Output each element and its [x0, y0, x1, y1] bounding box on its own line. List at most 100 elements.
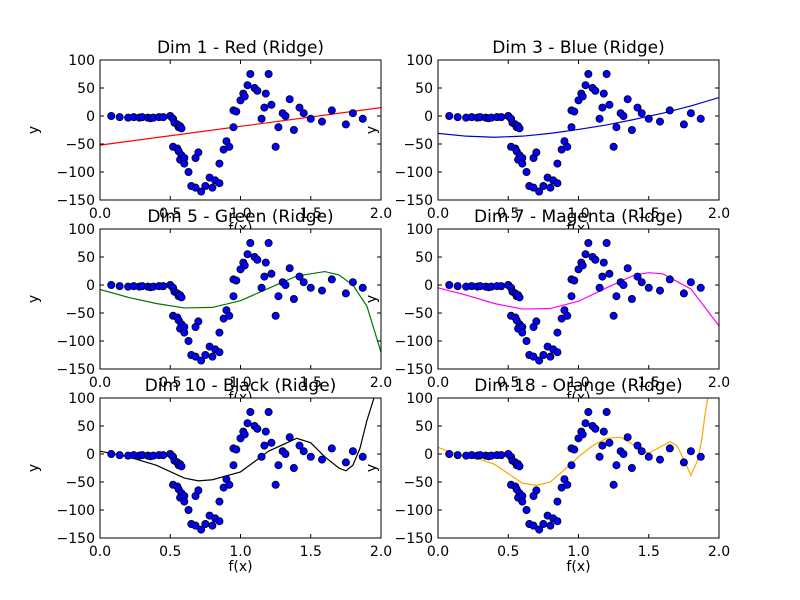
subplot-2: 0.00.51.01.52.0100500−50−100−150yf(x)Dim… — [364, 38, 730, 237]
data-point — [619, 449, 628, 458]
data-point — [201, 181, 210, 190]
data-point — [232, 276, 241, 285]
y-tick-label: −50 — [403, 475, 433, 491]
data-point — [553, 328, 562, 337]
data-point — [264, 70, 273, 79]
data-point — [612, 123, 621, 132]
data-point — [261, 427, 270, 436]
data-point — [327, 275, 336, 284]
data-point — [348, 447, 357, 456]
data-point — [570, 107, 579, 116]
x-tick-label: 1.5 — [638, 544, 660, 560]
data-point — [295, 272, 304, 281]
subplot-5: 0.0 0.5 1.0 1.5 2.0 100 50 0 −50 −100 −150 y f(x) Dim… — [26, 376, 392, 575]
y-tick-label: −100 — [395, 334, 433, 350]
y-tick-label: 0 — [86, 447, 95, 463]
x-tick-label: 1.5 — [300, 544, 322, 560]
y-tick-label: 100 — [68, 222, 95, 238]
data-point — [107, 280, 116, 289]
data-point — [240, 92, 249, 101]
data-point — [453, 282, 462, 291]
data-point — [567, 461, 576, 470]
data-point — [306, 114, 315, 123]
data-point — [215, 328, 224, 337]
x-tick-label: 1.0 — [229, 375, 251, 391]
data-point — [115, 282, 124, 291]
data-point — [644, 283, 653, 292]
data-point — [327, 106, 336, 115]
data-point — [299, 109, 308, 118]
data-point — [289, 294, 298, 303]
data-point — [627, 126, 636, 135]
data-point — [515, 124, 524, 133]
chart-title: Dim 3 - Blue (Ridge) — [492, 38, 664, 58]
data-point — [246, 407, 255, 416]
data-point — [177, 462, 186, 471]
y-tick-label: 100 — [406, 222, 433, 238]
data-point — [686, 278, 695, 287]
data-point — [605, 100, 614, 109]
data-point — [107, 449, 116, 458]
y-tick-label: 0 — [424, 278, 433, 294]
y-tick-label: −50 — [65, 475, 95, 491]
data-point — [197, 187, 206, 196]
x-tick-label: 0.5 — [497, 544, 519, 560]
data-point — [497, 113, 506, 122]
data-point — [267, 269, 276, 278]
data-point — [232, 107, 241, 116]
data-point — [341, 289, 350, 298]
data-point — [584, 238, 593, 247]
data-point — [341, 120, 350, 129]
data-point — [679, 458, 688, 467]
data-point — [518, 497, 527, 506]
data-point — [633, 272, 642, 281]
data-point — [194, 317, 203, 326]
y-tick-label: 0 — [86, 278, 95, 294]
data-point — [232, 445, 241, 454]
data-point — [602, 238, 611, 247]
data-point — [515, 293, 524, 302]
data-point — [274, 461, 283, 470]
y-tick-label: −100 — [57, 165, 95, 181]
data-point — [591, 424, 600, 433]
x-tick-label: 2.0 — [370, 375, 392, 391]
data-point — [529, 352, 538, 361]
data-point — [197, 525, 206, 534]
data-point — [686, 447, 695, 456]
y-tick-label: 0 — [424, 447, 433, 463]
data-point — [225, 311, 234, 320]
data-point — [633, 441, 642, 450]
x-tick-label: 0.0 — [427, 375, 449, 391]
data-point — [522, 505, 531, 514]
data-point — [644, 452, 653, 461]
data-point — [264, 238, 273, 247]
data-point — [609, 311, 618, 320]
y-tick-label: −150 — [395, 193, 433, 209]
data-point — [306, 283, 315, 292]
data-point — [257, 452, 266, 461]
data-point — [567, 292, 576, 301]
data-point — [637, 447, 646, 456]
data-point — [627, 463, 636, 472]
plot-area — [438, 229, 719, 369]
data-point — [522, 336, 531, 345]
x-tick-label: 1.5 — [300, 206, 322, 222]
x-tick-label: 2.0 — [708, 375, 730, 391]
data-point — [201, 350, 210, 359]
data-point — [107, 112, 116, 121]
data-point — [184, 336, 193, 345]
fit-line — [100, 107, 381, 146]
y-tick-label: 100 — [68, 53, 95, 69]
data-point — [285, 264, 294, 273]
data-point — [281, 449, 290, 458]
data-point — [570, 276, 579, 285]
x-tick-label: 0.5 — [497, 375, 519, 391]
data-point — [655, 286, 664, 295]
data-point — [518, 328, 527, 337]
data-point — [215, 179, 224, 188]
data-point — [591, 255, 600, 264]
data-point — [348, 278, 357, 287]
x-tick-label: 0.5 — [159, 375, 181, 391]
x-tick-label: 0.0 — [427, 206, 449, 222]
data-point — [578, 261, 587, 270]
